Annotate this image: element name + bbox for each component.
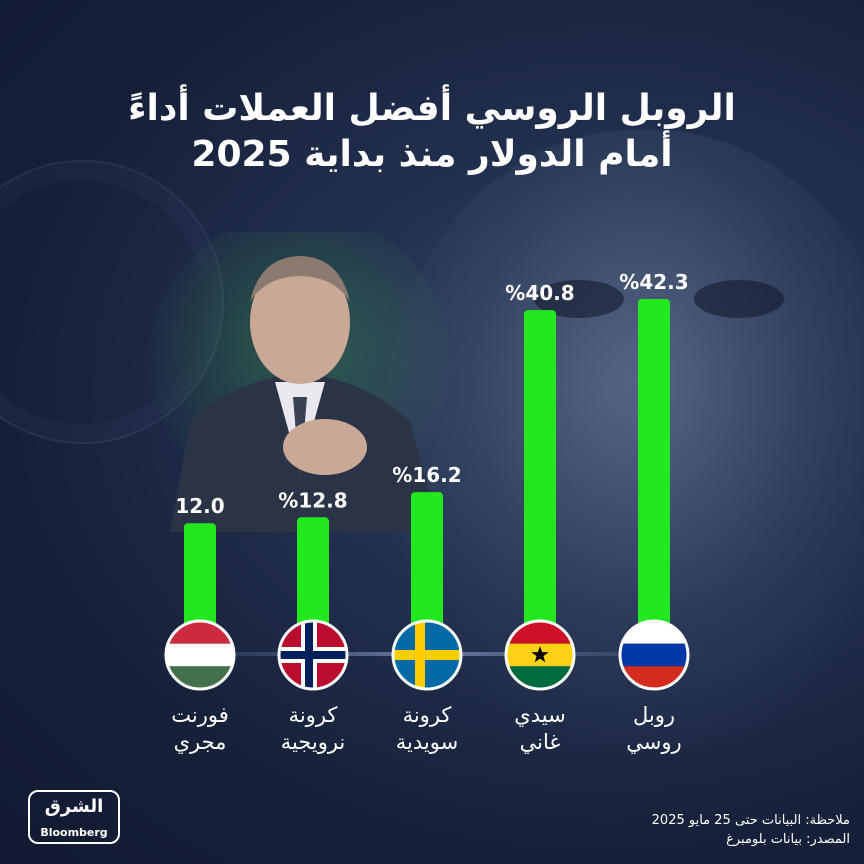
category-label-line-1: كرونة <box>288 703 338 727</box>
background-eye <box>694 280 784 318</box>
chart-title: الروبل الروسي أفضل العملات أداءً أمام ال… <box>0 86 864 178</box>
category-label: روبل روسي <box>584 702 724 756</box>
bar-1 <box>184 523 216 642</box>
category-label: فورنت مجري <box>130 702 270 756</box>
bar-5 <box>638 298 670 642</box>
category-label-line-1: فورنت <box>171 703 229 727</box>
logo-arabic: الشرق <box>44 796 104 817</box>
title-line-1: الروبل الروسي أفضل العملات أداءً <box>128 88 736 129</box>
title-line-2: أمام الدولار منذ بداية 2025 <box>191 134 673 175</box>
alsharq-bloomberg-logo: الشرق Bloomberg <box>28 790 120 844</box>
category-label: كرونة سويدية <box>357 702 497 756</box>
category-label: كرونة نرويجية <box>243 702 383 756</box>
category-label: سيدي غاني <box>470 702 610 756</box>
value-label: %40.8 <box>505 281 574 305</box>
bar-4 <box>524 310 556 642</box>
bar-3 <box>411 492 443 642</box>
source-text: المصدر: بيانات بلومبرغ <box>726 832 850 847</box>
background-portrait <box>384 130 864 750</box>
ghana-flag-icon <box>504 619 576 691</box>
hungary-flag-icon <box>164 619 236 691</box>
value-label: 12.0 <box>175 494 224 518</box>
category-label-line-1: كرونة <box>402 703 452 727</box>
value-label: %16.2 <box>392 463 461 487</box>
logo-english: Bloomberg <box>40 826 108 839</box>
bar-2 <box>297 517 329 642</box>
category-label-line-1: روبل <box>632 703 676 727</box>
category-label-line-2: غاني <box>519 730 561 754</box>
category-label-line-2: روسي <box>626 730 682 754</box>
norway-flag-icon <box>277 619 349 691</box>
value-label: %42.3 <box>619 270 688 294</box>
person-photo <box>150 232 450 532</box>
note-text: ملاحظة: البيانات حتى 25 مايو 2025 <box>651 813 850 828</box>
sweden-flag-icon <box>391 619 463 691</box>
value-label: %12.8 <box>278 488 347 512</box>
category-label-line-2: مجري <box>173 730 227 754</box>
category-label-line-2: سويدية <box>395 730 459 754</box>
category-label-line-1: سيدي <box>514 703 566 727</box>
russia-flag-icon <box>618 619 690 691</box>
category-label-line-2: نرويجية <box>280 730 346 754</box>
